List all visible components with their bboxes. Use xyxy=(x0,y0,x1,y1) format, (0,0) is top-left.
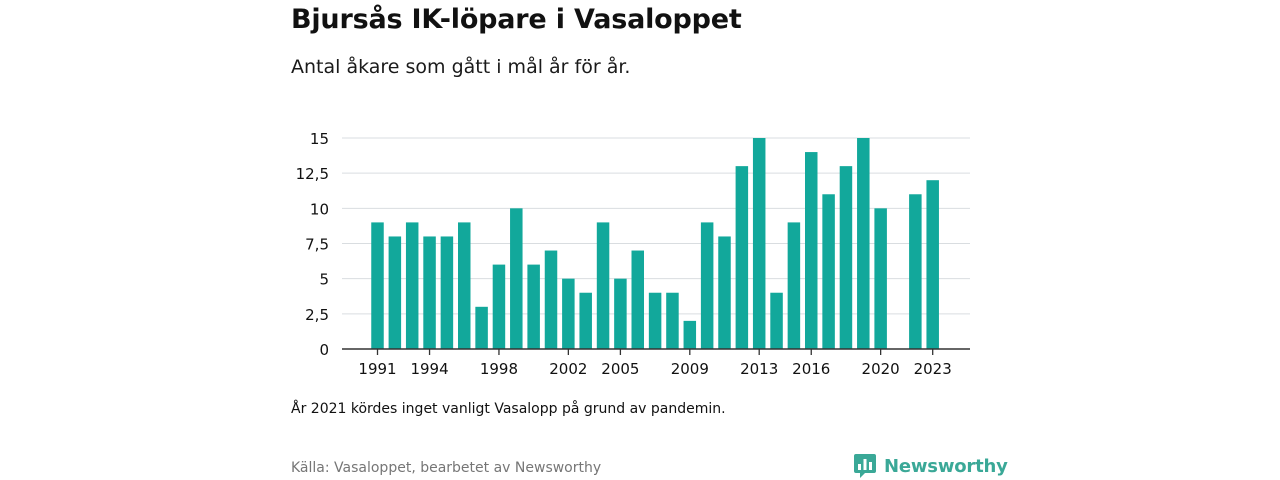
bar-2009 xyxy=(683,320,697,349)
x-tick-label: 2002 xyxy=(549,360,587,378)
bar-1996 xyxy=(458,222,471,349)
y-tick-label: 10 xyxy=(310,200,329,218)
bar-2010 xyxy=(700,222,714,349)
chart-subtitle: Antal åkare som gått i mål år för år. xyxy=(291,56,631,78)
x-tick-label: 2013 xyxy=(740,360,778,378)
bar-1997 xyxy=(475,306,488,349)
bar-2002 xyxy=(562,278,575,349)
y-tick-label: 0 xyxy=(319,341,329,359)
bar-2012 xyxy=(735,166,749,349)
bar-2005 xyxy=(614,278,627,349)
source-text: Källa: Vasaloppet, bearbetet av Newswort… xyxy=(291,460,602,476)
bar-2020 xyxy=(874,208,887,349)
bar-2007 xyxy=(648,292,662,349)
x-tick-label: 2023 xyxy=(914,360,952,378)
bar-1992 xyxy=(388,236,402,349)
bar-2014 xyxy=(770,292,783,349)
bar-2006 xyxy=(631,250,644,349)
x-tick-label: 1998 xyxy=(480,360,518,378)
x-tick-label: 2009 xyxy=(671,360,709,378)
x-tick-label: 1991 xyxy=(358,360,396,378)
x-axis-ticks: 1991 1994 1998 2002 2005 2009 2013 2016 2020 2023 xyxy=(358,349,952,378)
bars xyxy=(371,138,939,349)
bar-1995 xyxy=(440,236,454,349)
bar-2011 xyxy=(718,236,731,349)
bar-2019 xyxy=(857,138,870,349)
x-tick-label: 2020 xyxy=(862,360,900,378)
x-tick-label: 2005 xyxy=(601,360,639,378)
y-tick-label: 5 xyxy=(319,271,329,289)
bar-2000 xyxy=(527,264,540,349)
x-tick-label: 1994 xyxy=(410,360,448,378)
bar-2015 xyxy=(787,222,801,349)
bar-chart: 0 2,5 5 7,5 10 12,5 15 1991 1994 1998 2002 2005 200… xyxy=(296,130,970,378)
footnote: År 2021 kördes inget vanligt Vasalopp på… xyxy=(291,401,726,417)
bar-2008 xyxy=(666,292,679,349)
y-tick-label: 7,5 xyxy=(305,236,329,254)
bar-2023 xyxy=(926,180,939,349)
bar-2001 xyxy=(544,250,558,349)
brand-logo[interactable]: Newsworthy xyxy=(853,453,1008,479)
brand-name: Newsworthy xyxy=(884,455,1008,477)
y-tick-label: 2,5 xyxy=(305,306,329,324)
newsworthy-logo-icon xyxy=(854,454,876,478)
bar-2017 xyxy=(822,194,835,349)
bar-2013 xyxy=(752,138,766,349)
y-tick-label: 12,5 xyxy=(296,165,329,183)
bar-2004 xyxy=(596,222,610,349)
bar-1994 xyxy=(423,236,436,349)
bar-1991 xyxy=(371,222,384,349)
bar-1999 xyxy=(510,208,523,349)
chart-title: Bjursås IK-löpare i Vasaloppet xyxy=(291,4,742,35)
y-axis-ticks: 0 2,5 5 7,5 10 12,5 15 xyxy=(296,130,329,359)
bar-1998 xyxy=(492,264,506,349)
y-tick-label: 15 xyxy=(310,130,329,148)
bar-2016 xyxy=(805,152,818,349)
bar-2022 xyxy=(909,194,922,349)
bar-1993 xyxy=(405,222,419,349)
bar-2003 xyxy=(579,292,592,349)
x-tick-label: 2016 xyxy=(792,360,830,378)
bar-2018 xyxy=(839,166,853,349)
